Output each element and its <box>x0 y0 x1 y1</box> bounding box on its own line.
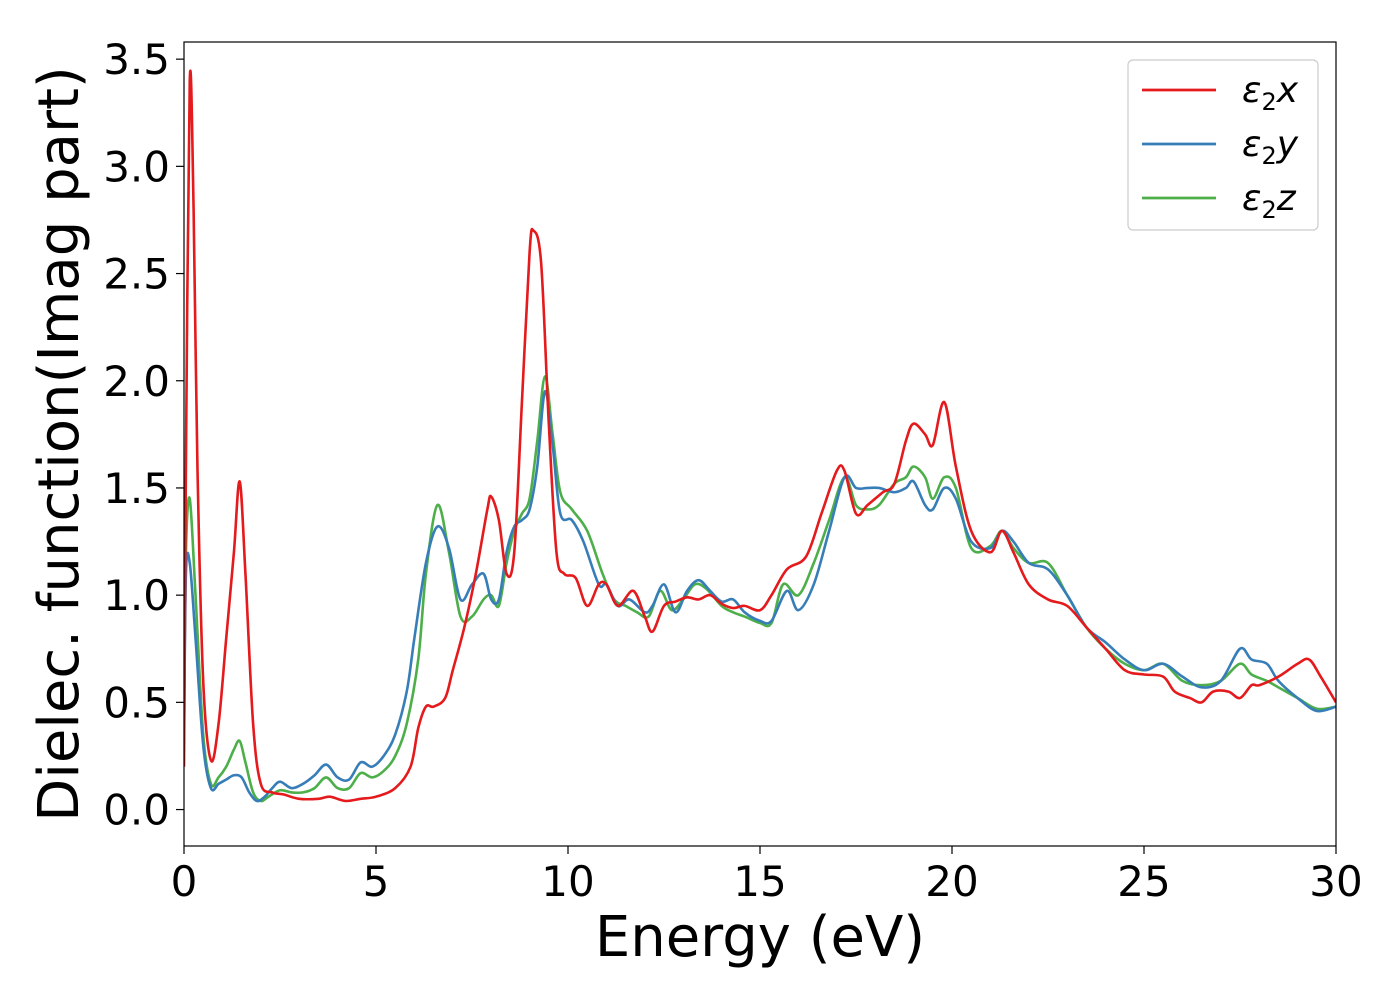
series-layer <box>184 69 1336 803</box>
x-tick-label: 15 <box>733 857 786 906</box>
legend-box <box>1127 59 1319 231</box>
y-tick-label: 0.0 <box>103 786 170 835</box>
x-tick-label: 0 <box>171 857 198 906</box>
x-tick-label: 25 <box>1117 857 1170 906</box>
legend-label-z: ε2z <box>1242 178 1297 224</box>
y-axis-label: Dielec. function(Imag part) <box>27 66 92 822</box>
y-tick-label: 2.5 <box>103 250 170 299</box>
legend-label-x: ε2x <box>1242 70 1299 116</box>
y-tick-label: 0.5 <box>103 678 170 727</box>
series-line-x <box>184 69 1336 803</box>
series-line-y <box>184 390 1336 803</box>
legend-label-y: ε2y <box>1242 124 1299 170</box>
y-tick-label: 3.5 <box>103 35 170 84</box>
series-line-z <box>184 375 1336 803</box>
x-tick-label: 20 <box>925 857 978 906</box>
y-tick-label: 2.0 <box>103 357 170 406</box>
x-tick-label: 30 <box>1309 857 1362 906</box>
x-tick-label: 5 <box>363 857 390 906</box>
y-tick-label: 1.0 <box>103 571 170 620</box>
x-tick-label: 10 <box>541 857 594 906</box>
y-tick-label: 3.0 <box>103 142 170 191</box>
x-axis-label: Energy (eV) <box>595 905 925 970</box>
y-tick-label: 1.5 <box>103 464 170 513</box>
legend: ε2x ε2y ε2z <box>1127 59 1319 231</box>
ticks-layer: 0 5 10 15 20 25 30 0.0 0.5 1.0 1.5 2.0 2.5 3.0 3.5 <box>103 35 1363 906</box>
